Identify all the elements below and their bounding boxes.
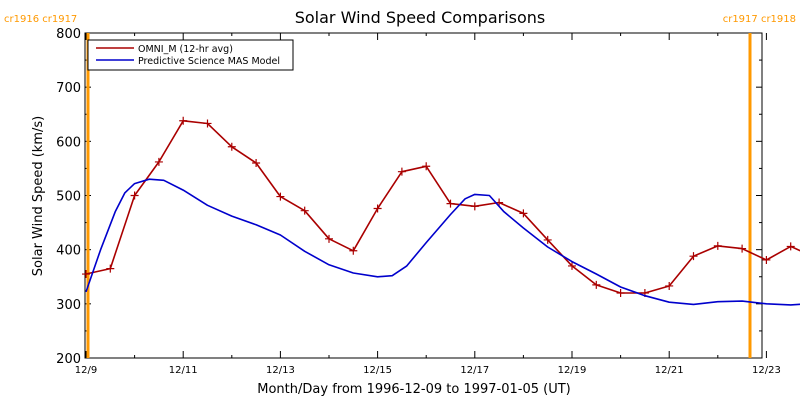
legend: OMNI_M (12-hr avg)Predictive Science MAS…	[87, 39, 294, 71]
omni-data-point	[665, 281, 674, 290]
legend-box	[87, 39, 294, 71]
y-tick-label: 400	[56, 244, 81, 259]
x-tick-label: 12/15	[363, 365, 392, 376]
omni-data-point	[786, 242, 795, 251]
omni-data-point	[543, 235, 552, 244]
carrington-marker-label: cr1916 cr1917	[4, 14, 77, 25]
x-tick-label: 12/9	[75, 365, 97, 376]
omni-data-point	[470, 202, 479, 211]
omni-data-point	[422, 162, 431, 171]
y-tick-label: 800	[56, 27, 81, 42]
x-tick-label: 12/11	[169, 365, 198, 376]
omni-data-point	[689, 252, 698, 261]
legend-label: Predictive Science MAS Model	[138, 56, 280, 67]
y-tick-label: 200	[56, 352, 81, 367]
y-tick-label: 700	[56, 81, 81, 96]
chart-title: Solar Wind Speed Comparisons	[295, 8, 546, 27]
legend-label: OMNI_M (12-hr avg)	[138, 44, 233, 55]
omni-data-point	[446, 199, 455, 208]
omni-data-point	[130, 191, 139, 200]
omni-data-point	[300, 206, 309, 215]
omni-data-point	[349, 246, 358, 255]
y-tick-label: 500	[56, 190, 81, 205]
x-tick-label: 12/13	[266, 365, 295, 376]
x-tick-label: 12/21	[655, 365, 684, 376]
omni-data-point	[519, 209, 528, 218]
x-tick-label: 12/19	[558, 365, 587, 376]
x-tick-label: 12/17	[460, 365, 489, 376]
omni-data-point	[568, 261, 576, 270]
omni-data-point	[762, 255, 771, 264]
omni-data-point	[592, 280, 601, 289]
omni-data-point	[713, 241, 722, 250]
omni-data-point	[397, 167, 406, 176]
model-series-line	[85, 178, 800, 306]
omni-data-point	[154, 157, 163, 166]
omni-data-point	[179, 116, 188, 125]
omni-data-point	[738, 244, 747, 253]
x-tick-label: 12/23	[752, 365, 781, 376]
omni-data-point	[276, 192, 285, 201]
plot-area: 200 300 400 500 600 700 800 12/9 12/11 12/13 12/15…	[4, 14, 800, 376]
omni-data-point	[106, 264, 115, 273]
y-axis-label: Solar Wind Speed (km/s)	[31, 116, 46, 276]
omni-data-point	[252, 159, 261, 167]
carrington-marker-label: cr1917 cr1918	[723, 14, 796, 25]
omni-data-point	[325, 234, 333, 243]
omni-data-point	[373, 204, 382, 213]
omni-data-point	[203, 119, 212, 128]
y-tick-label: 600	[56, 135, 81, 150]
y-tick-label: 300	[56, 298, 81, 313]
omni-data-point	[616, 289, 625, 297]
omni-data-point	[82, 270, 90, 279]
x-axis-label: Month/Day from 1996-12-09 to 1997-01-05 …	[257, 382, 570, 397]
omni-data-point	[227, 142, 236, 151]
